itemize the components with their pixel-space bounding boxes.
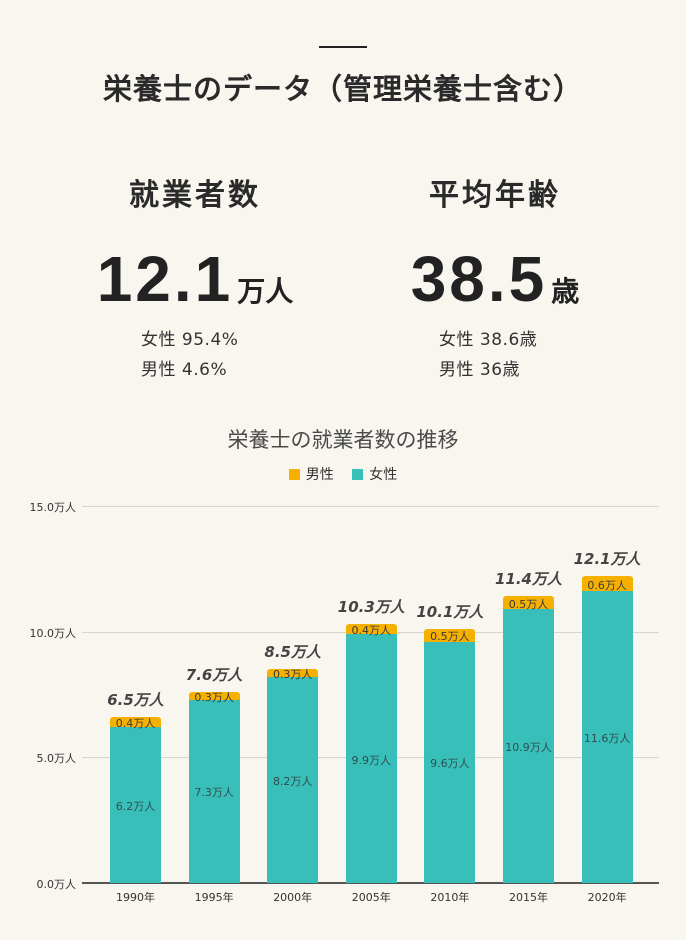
y-tick-label: 10.0万人: [29, 626, 77, 640]
stat-employment-unit: 万人: [237, 275, 294, 308]
stat-employment-female: 女性 95.4%: [141, 330, 239, 350]
y-tick-label: 5.0万人: [36, 752, 77, 766]
bar-female[interactable]: [345, 634, 397, 883]
bar-male[interactable]: [503, 596, 554, 610]
legend-swatch-female-icon: [352, 469, 364, 480]
chart-legend: 男性 女性: [0, 464, 686, 484]
bar-male[interactable]: [110, 717, 161, 728]
bar-male[interactable]: [345, 624, 397, 635]
bar-female-value-label: 11.6万人: [583, 732, 631, 746]
x-tick-label: 1990年: [116, 891, 155, 904]
bar-total-label: 12.1万人: [573, 550, 641, 569]
stat-age-value: 38.5 歳: [365, 242, 625, 316]
stat-age: 平均年齢 38.5 歳 女性 38.6歳 男性 36歳: [365, 170, 625, 380]
bar-female[interactable]: [581, 591, 633, 883]
x-tick-label: 2005年: [351, 891, 391, 904]
bar-female[interactable]: [267, 676, 319, 883]
stat-employment-male: 男性 4.6%: [141, 360, 228, 380]
bar-male-value-label: 0.6万人: [587, 578, 627, 592]
x-axis-line: [82, 882, 659, 884]
stat-age-breakdown: 女性 38.6歳 男性 36歳: [439, 325, 537, 385]
legend-label-female: 女性: [369, 467, 398, 483]
bar-male-value-label: 0.3万人: [272, 668, 313, 682]
bar-female[interactable]: [424, 641, 476, 883]
bar-female[interactable]: [503, 609, 554, 883]
bar-male-value-label: 0.4万人: [115, 717, 156, 731]
stat-age-number: 38.5: [410, 243, 548, 315]
y-tick-label: 15.0万人: [29, 501, 77, 514]
bar-total-label: 6.5万人: [107, 691, 164, 710]
bar-total-label: 8.5万人: [264, 643, 321, 662]
bar-total-label: 10.1万人: [416, 603, 484, 622]
x-tick-label: 2015年: [509, 891, 548, 904]
bar-male[interactable]: [581, 576, 633, 592]
bar-male-value-label: 0.3万人: [194, 690, 234, 704]
title-rule: [319, 46, 367, 48]
page-title: 栄養士のデータ（管理栄養士含む）: [102, 72, 583, 106]
bar-female-value-label: 6.2万人: [115, 800, 156, 814]
bar-total-label: 10.3万人: [337, 598, 405, 617]
bar-female-value-label: 10.9万人: [505, 741, 552, 755]
legend-swatch-male-icon: [288, 469, 300, 480]
bar-female-value-label: 8.2万人: [272, 774, 313, 788]
bar-male[interactable]: [188, 691, 240, 700]
chart-title: 栄養士の就業者数の推移: [227, 428, 459, 452]
stat-age-label: 平均年齢: [429, 178, 561, 213]
stat-employment-label: 就業者数: [129, 178, 261, 213]
stat-employment-value: 12.1 万人: [65, 242, 325, 316]
stat-employment-number: 12.1: [96, 243, 234, 315]
bar-male-value-label: 0.4万人: [351, 624, 392, 638]
bar-male[interactable]: [424, 629, 476, 642]
x-tick-label: 1995年: [194, 891, 234, 904]
y-tick-label: 0.0万人: [36, 878, 77, 891]
bar-male-value-label: 0.5万人: [430, 630, 470, 644]
x-tick-label: 2000年: [273, 891, 313, 904]
stat-employment-breakdown: 女性 95.4% 男性 4.6%: [141, 325, 238, 385]
bar-female-value-label: 9.6万人: [430, 757, 470, 771]
bar-total-label: 11.4万人: [494, 570, 562, 589]
stat-age-female: 女性 38.6歳: [439, 330, 538, 350]
stat-age-unit: 歳: [551, 275, 580, 308]
gridline: [82, 506, 659, 507]
x-tick-label: 2020年: [587, 891, 627, 904]
bar-female-value-label: 9.9万人: [351, 753, 392, 767]
bar-female-value-label: 7.3万人: [194, 786, 234, 800]
legend-item-female[interactable]: 女性: [352, 464, 397, 484]
legend-label-male: 男性: [305, 467, 334, 483]
x-tick-label: 2010年: [430, 891, 470, 904]
stat-employment: 就業者数 12.1 万人 女性 95.4% 男性 4.6%: [65, 170, 325, 380]
stat-age-male: 男性 36歳: [439, 360, 521, 380]
bar-male-value-label: 0.5万人: [508, 597, 549, 611]
legend-item-male[interactable]: 男性: [288, 464, 334, 484]
bar-female[interactable]: [188, 699, 240, 883]
bar-female[interactable]: [110, 727, 161, 883]
bar-total-label: 7.6万人: [185, 665, 243, 684]
bar-male[interactable]: [267, 669, 319, 677]
